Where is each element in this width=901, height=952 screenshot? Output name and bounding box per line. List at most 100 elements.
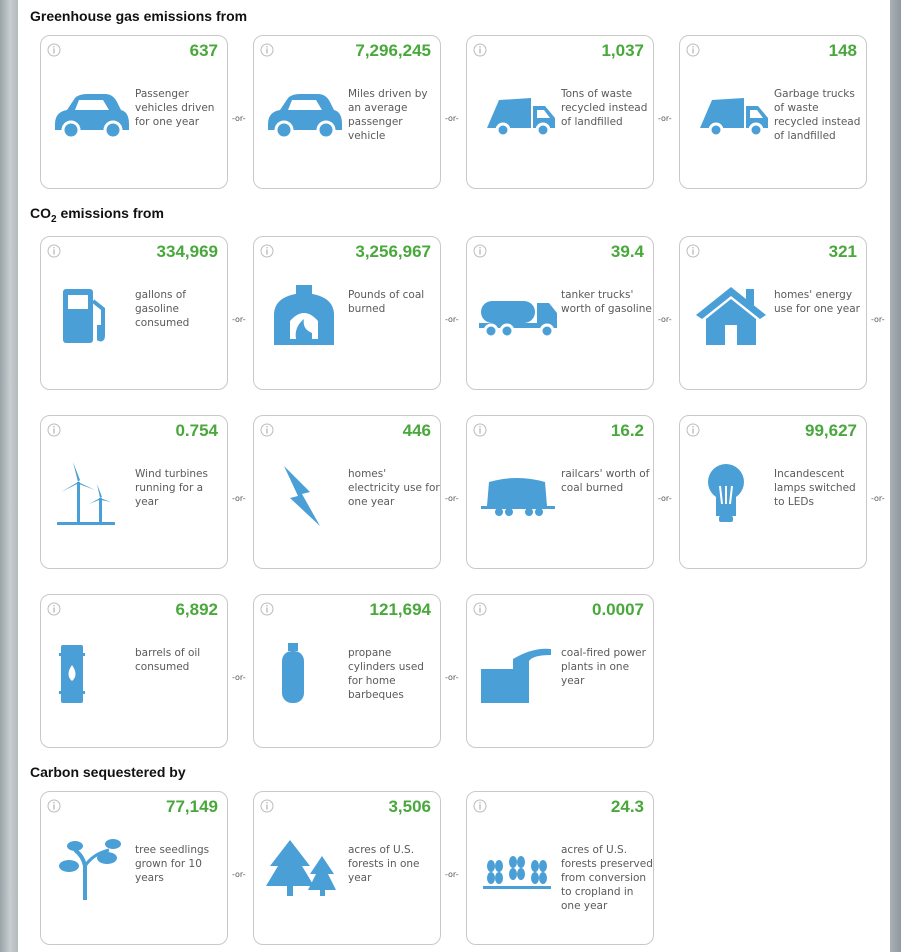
card-value: 1,037 bbox=[601, 41, 644, 61]
card-description: Incandescent lamps switched to LEDs bbox=[774, 467, 866, 509]
card-icon bbox=[260, 80, 348, 154]
card-description: tree seedlings grown for 10 years bbox=[135, 843, 227, 885]
card-description: gallons of gasoline consumed bbox=[135, 288, 227, 330]
or-separator: -or- bbox=[871, 315, 885, 324]
card-description: tanker trucks' worth of gasoline bbox=[561, 288, 653, 316]
info-icon[interactable] bbox=[47, 42, 61, 61]
equivalency-card: 99,627 Incandescent lamps switched to LED… bbox=[679, 415, 867, 569]
info-icon[interactable] bbox=[260, 243, 274, 262]
equivalency-card: 39.4 tanker trucks' worth of gasoline bbox=[466, 236, 654, 390]
card-icon bbox=[473, 80, 561, 154]
equivalency-card: 0.0007 coal-fired power plants in one yea… bbox=[466, 594, 654, 748]
info-icon[interactable] bbox=[47, 601, 61, 620]
card-value: 446 bbox=[403, 421, 431, 441]
card-description: acres of U.S. forests in one year bbox=[348, 843, 440, 885]
info-icon[interactable] bbox=[686, 42, 700, 61]
title-text: Greenhouse gas emissions from bbox=[30, 8, 247, 24]
info-icon[interactable] bbox=[473, 42, 487, 61]
card-value: 321 bbox=[829, 242, 857, 262]
card-value: 0.754 bbox=[175, 421, 218, 441]
card-value: 99,627 bbox=[805, 421, 857, 441]
equivalency-card: 148 Garbage trucks of waste recycled inst… bbox=[679, 35, 867, 189]
or-separator: -or- bbox=[445, 114, 459, 123]
info-icon[interactable] bbox=[686, 243, 700, 262]
card-value: 637 bbox=[190, 41, 218, 61]
info-icon[interactable] bbox=[473, 422, 487, 441]
or-separator: -or- bbox=[658, 114, 672, 123]
card-icon bbox=[47, 80, 135, 154]
card-description: Miles driven by an average passenger veh… bbox=[348, 87, 440, 143]
info-icon[interactable] bbox=[473, 601, 487, 620]
card-value: 77,149 bbox=[166, 797, 218, 817]
or-separator: -or- bbox=[658, 494, 672, 503]
card-description: propane cylinders used for home barbeque… bbox=[348, 646, 440, 702]
card-icon bbox=[686, 281, 774, 355]
info-icon[interactable] bbox=[260, 601, 274, 620]
card-value: 6,892 bbox=[175, 600, 218, 620]
equivalency-card: 77,149 tree seedlings grown for 10 years bbox=[40, 791, 228, 945]
or-separator: -or- bbox=[232, 494, 246, 503]
card-icon bbox=[473, 281, 561, 355]
title-text: emissions from bbox=[57, 205, 164, 221]
equivalency-card: 0.754 Wind turbines running for a year bbox=[40, 415, 228, 569]
card-icon bbox=[260, 836, 348, 910]
card-value: 24.3 bbox=[611, 797, 644, 817]
equivalency-card: 3,256,967 Pounds of coal burned bbox=[253, 236, 441, 390]
card-description: Wind turbines running for a year bbox=[135, 467, 227, 509]
info-icon[interactable] bbox=[47, 243, 61, 262]
card-value: 0.0007 bbox=[592, 600, 644, 620]
card-icon bbox=[47, 836, 135, 910]
card-description: Tons of waste recycled instead of landfi… bbox=[561, 87, 653, 129]
page: Greenhouse gas emissions from 637 Passenge… bbox=[0, 0, 901, 952]
or-separator: -or- bbox=[232, 114, 246, 123]
info-icon[interactable] bbox=[686, 422, 700, 441]
title-text: CO bbox=[30, 205, 51, 221]
equivalency-card: 1,037 Tons of waste recycled instead of l… bbox=[466, 35, 654, 189]
card-value: 7,296,245 bbox=[355, 41, 431, 61]
info-icon[interactable] bbox=[260, 422, 274, 441]
card-value: 3,506 bbox=[388, 797, 431, 817]
info-icon[interactable] bbox=[473, 798, 487, 817]
info-icon[interactable] bbox=[260, 798, 274, 817]
or-separator: -or- bbox=[658, 315, 672, 324]
equivalency-card: 6,892 barrels of oil consumed bbox=[40, 594, 228, 748]
equivalency-card: 446 homes' electricity use for one year bbox=[253, 415, 441, 569]
section-title: Carbon sequestered by bbox=[30, 764, 186, 780]
info-icon[interactable] bbox=[47, 422, 61, 441]
card-value: 3,256,967 bbox=[355, 242, 431, 262]
equivalency-card: 7,296,245 Miles driven by an average pass… bbox=[253, 35, 441, 189]
card-description: Pounds of coal burned bbox=[348, 288, 440, 316]
or-separator: -or- bbox=[445, 494, 459, 503]
title-text: Carbon sequestered by bbox=[30, 764, 186, 780]
or-separator: -or- bbox=[445, 870, 459, 879]
or-separator: -or- bbox=[232, 315, 246, 324]
card-description: homes' electricity use for one year bbox=[348, 467, 440, 509]
card-icon bbox=[260, 460, 348, 534]
card-icon bbox=[47, 639, 135, 713]
card-icon bbox=[473, 836, 561, 910]
card-icon bbox=[473, 460, 561, 534]
card-description: Passenger vehicles driven for one year bbox=[135, 87, 227, 129]
or-separator: -or- bbox=[445, 315, 459, 324]
equivalency-card: 3,506 acres of U.S. forests in one year bbox=[253, 791, 441, 945]
card-icon bbox=[686, 460, 774, 534]
card-value: 121,694 bbox=[370, 600, 431, 620]
card-description: coal-fired power plants in one year bbox=[561, 646, 653, 688]
or-separator: -or- bbox=[445, 673, 459, 682]
or-separator: -or- bbox=[871, 494, 885, 503]
info-icon[interactable] bbox=[473, 243, 487, 262]
card-value: 148 bbox=[829, 41, 857, 61]
card-value: 39.4 bbox=[611, 242, 644, 262]
card-icon bbox=[260, 639, 348, 713]
card-description: barrels of oil consumed bbox=[135, 646, 227, 674]
card-value: 16.2 bbox=[611, 421, 644, 441]
card-description: Garbage trucks of waste recycled instead… bbox=[774, 87, 866, 143]
section-title: Greenhouse gas emissions from bbox=[30, 8, 247, 24]
info-icon[interactable] bbox=[260, 42, 274, 61]
info-icon[interactable] bbox=[47, 798, 61, 817]
equivalency-card: 121,694 propane cylinders used for home b… bbox=[253, 594, 441, 748]
card-icon bbox=[260, 281, 348, 355]
card-icon bbox=[686, 80, 774, 154]
